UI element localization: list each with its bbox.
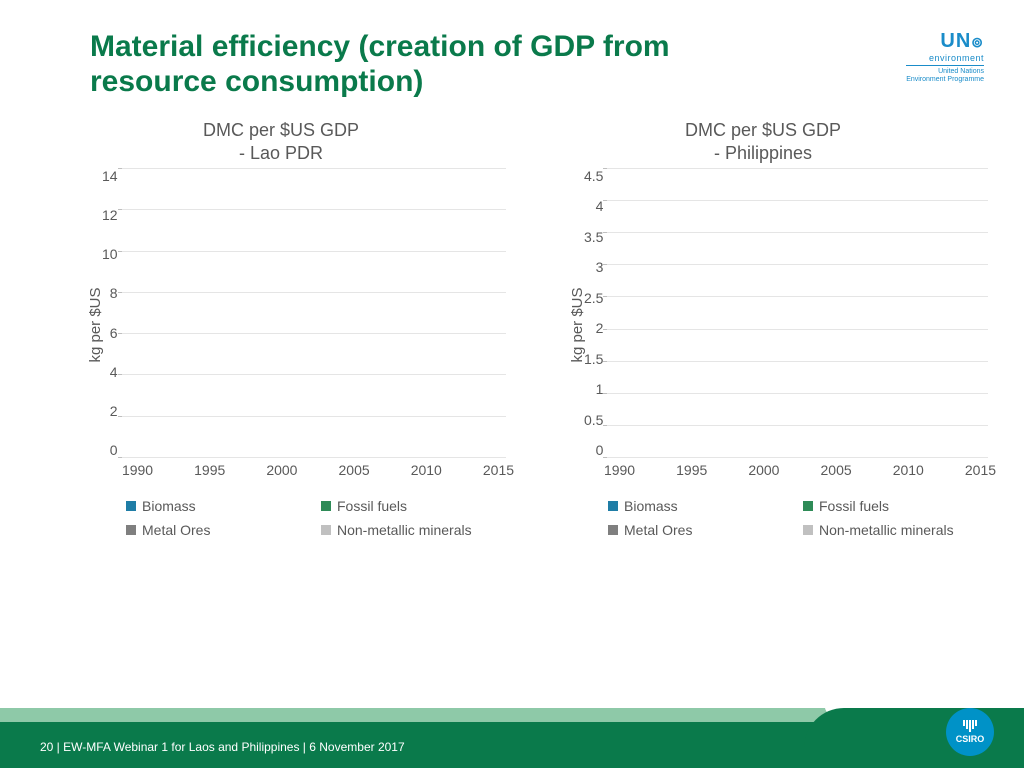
legend-swatch [803, 525, 813, 535]
csiro-logo: CSIRO [946, 708, 994, 756]
plot-area [607, 168, 988, 458]
legend-item: Metal Ores [608, 522, 793, 538]
x-tick-label: 2005 [821, 462, 852, 478]
bars-group [122, 168, 506, 457]
y-tick-label: 12 [102, 207, 118, 223]
x-axis: 199019952000200520102015 [612, 462, 988, 482]
legend-label: Biomass [624, 498, 678, 514]
legend-label: Metal Ores [624, 522, 692, 538]
legend-item: Biomass [608, 498, 793, 514]
y-axis-label: kg per $US [569, 287, 586, 362]
legend-label: Non-metallic minerals [819, 522, 954, 538]
legend-swatch [321, 525, 331, 535]
charts-row: DMC per $US GDP- Lao PDRkg per $US141210… [0, 109, 1024, 538]
y-tick-label: 3 [596, 259, 604, 275]
un-environment-logo: UN⊚ environment United NationsEnvironmen… [906, 30, 984, 83]
y-axis: 14 12 10 8 6 4 2 0 [102, 168, 122, 458]
footer: 20 | EW-MFA Webinar 1 for Laos and Phili… [0, 688, 1024, 768]
legend: Biomass Fossil fuels Metal Ores Non-metalli… [538, 482, 988, 538]
x-tick-label: 2015 [965, 462, 996, 478]
legend: Biomass Fossil fuels Metal Ores Non-metalli… [56, 482, 506, 538]
plot-area [122, 168, 506, 458]
legend-label: Fossil fuels [819, 498, 889, 514]
y-tick-label: 10 [102, 246, 118, 262]
y-tick-label: 2 [596, 320, 604, 336]
legend-item: Fossil fuels [803, 498, 988, 514]
footer-text: 20 | EW-MFA Webinar 1 for Laos and Phili… [40, 740, 405, 754]
legend-swatch [608, 525, 618, 535]
x-tick-label: 2010 [411, 462, 442, 478]
legend-swatch [321, 501, 331, 511]
legend-swatch [803, 501, 813, 511]
chart-title: DMC per $US GDP- Philippines [538, 119, 988, 164]
chart-title: DMC per $US GDP- Lao PDR [56, 119, 506, 164]
legend-item: Non-metallic minerals [803, 522, 988, 538]
y-axis: 4.5 4 3.5 3 2.5 2 1.5 1 0.5 0 [584, 168, 607, 458]
x-tick-label: 2005 [339, 462, 370, 478]
legend-label: Metal Ores [142, 522, 210, 538]
legend-label: Non-metallic minerals [337, 522, 472, 538]
header: Material efficiency (creation of GDP fro… [0, 0, 1024, 109]
legend-label: Fossil fuels [337, 498, 407, 514]
y-axis-label: kg per $US [87, 287, 104, 362]
legend-swatch [608, 501, 618, 511]
x-tick-label: 1995 [676, 462, 707, 478]
y-tick-label: 4 [110, 364, 118, 380]
legend-swatch [126, 525, 136, 535]
y-tick-label: 6 [110, 325, 118, 341]
y-tick-label: 1.5 [584, 351, 603, 367]
y-tick-label: 1 [596, 381, 604, 397]
x-tick-label: 1990 [122, 462, 153, 478]
y-tick-label: 0 [110, 442, 118, 458]
y-tick-label: 4.5 [584, 168, 603, 184]
y-tick-label: 8 [110, 285, 118, 301]
legend-swatch [126, 501, 136, 511]
x-tick-label: 2000 [266, 462, 297, 478]
legend-item: Metal Ores [126, 522, 311, 538]
x-tick-label: 2000 [748, 462, 779, 478]
y-tick-label: 3.5 [584, 229, 603, 245]
y-tick-label: 0.5 [584, 412, 603, 428]
chart-lao-pdr: DMC per $US GDP- Lao PDR kg per $US 14 12 10… [56, 119, 506, 538]
x-axis: 199019952000200520102015 [130, 462, 506, 482]
x-tick-label: 1995 [194, 462, 225, 478]
y-tick-label: 4 [596, 198, 604, 214]
x-tick-label: 2010 [893, 462, 924, 478]
legend-item: Fossil fuels [321, 498, 506, 514]
x-tick-label: 1990 [604, 462, 635, 478]
legend-item: Non-metallic minerals [321, 522, 506, 538]
y-tick-label: 2 [110, 403, 118, 419]
legend-label: Biomass [142, 498, 196, 514]
y-tick-label: 14 [102, 168, 118, 184]
bars-group [607, 168, 988, 457]
chart-philippines: DMC per $US GDP- Philippineskg per $US4.… [538, 119, 988, 538]
page-title: Material efficiency (creation of GDP fro… [90, 30, 790, 99]
y-tick-label: 2.5 [584, 290, 603, 306]
y-tick-label: 0 [596, 442, 604, 458]
x-tick-label: 2015 [483, 462, 514, 478]
legend-item: Biomass [126, 498, 311, 514]
